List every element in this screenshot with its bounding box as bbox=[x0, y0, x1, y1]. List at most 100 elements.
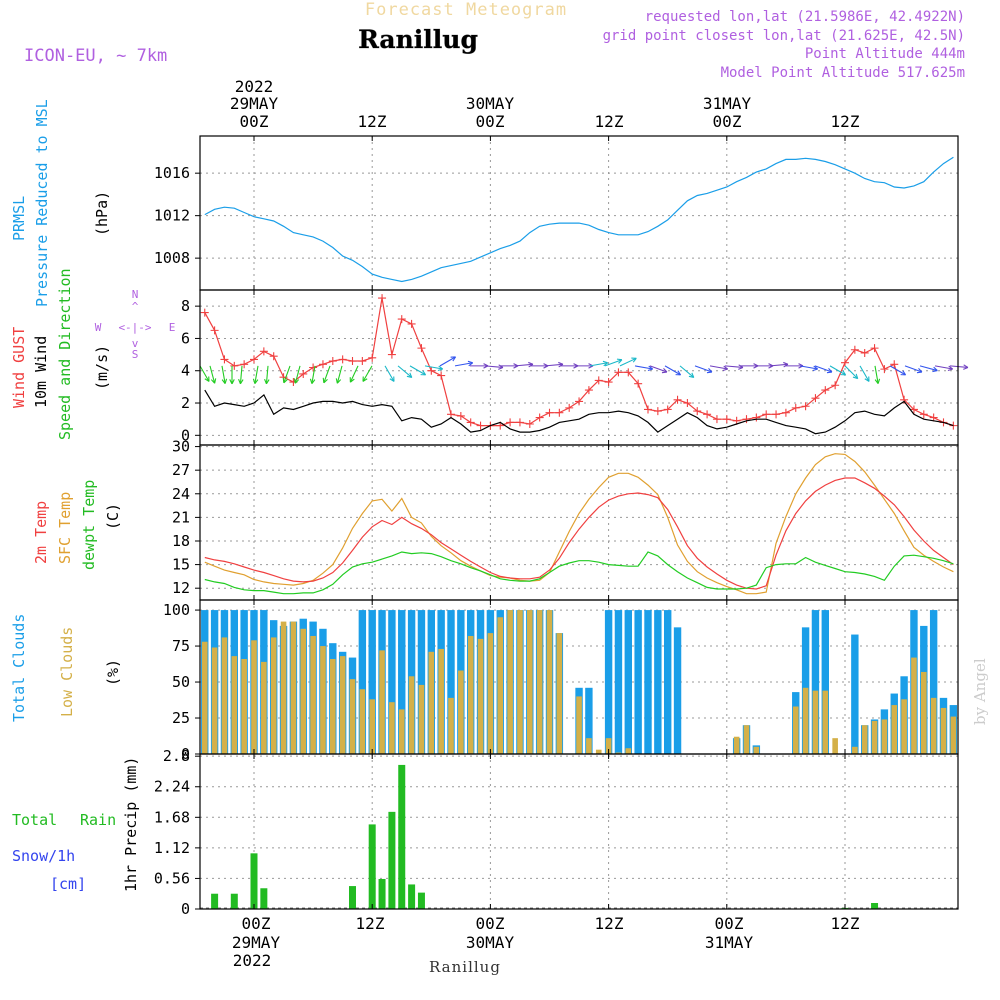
prmsl-desc-label: Pressure Reduced to MSL bbox=[33, 99, 51, 307]
credit: by Angel bbox=[971, 658, 989, 725]
gust-marker bbox=[200, 308, 209, 317]
wind-ytick-label: 8 bbox=[181, 297, 190, 315]
wind-direction-arrow bbox=[889, 365, 907, 376]
low-cloud-bar bbox=[251, 640, 257, 754]
wind-arrow-shaft bbox=[634, 365, 653, 370]
wind-direction-arrow bbox=[335, 365, 343, 384]
sfc-temp-line bbox=[204, 453, 954, 595]
wind-arrow-shaft bbox=[254, 365, 259, 384]
gust-marker bbox=[841, 358, 849, 367]
wind-direction-arrow bbox=[694, 365, 713, 374]
wind-direction-arrow bbox=[229, 365, 235, 385]
wind-arrow-head bbox=[406, 372, 413, 378]
wind-arrow-shaft bbox=[294, 365, 301, 384]
low-cloud-bar bbox=[940, 707, 947, 754]
axes-layer: 1008101210160246812151821242730025507510… bbox=[154, 135, 959, 918]
top-year: 2022 bbox=[235, 77, 274, 96]
wind-arrow-shaft bbox=[844, 365, 859, 380]
wind-direction-arrow bbox=[844, 365, 859, 380]
gust-marker bbox=[624, 368, 633, 377]
total-cloud-bar bbox=[851, 634, 859, 754]
prmsl-ytick-label: 1016 bbox=[154, 164, 190, 182]
top-tick-4: 12Z bbox=[595, 112, 624, 131]
temp-unit-label: (C) bbox=[104, 503, 122, 530]
gust-marker bbox=[575, 397, 584, 406]
wind-arrow-shaft bbox=[439, 356, 456, 367]
gust-marker bbox=[663, 405, 672, 414]
low-cloud-bar bbox=[605, 738, 612, 754]
compass-w: W bbox=[95, 321, 102, 334]
low-cloud-bar bbox=[339, 656, 346, 754]
bottom-date-1: 29MAY bbox=[232, 933, 281, 952]
wind-arrow-head bbox=[322, 377, 328, 384]
wind-direction-arrow bbox=[814, 365, 833, 374]
wind-arrow-head bbox=[900, 370, 907, 376]
temperature-ytick-label: 12 bbox=[172, 579, 190, 597]
wind-direction-arrow bbox=[397, 365, 413, 378]
wind-arrow-shaft bbox=[604, 359, 623, 367]
total-cloud-bar bbox=[811, 610, 820, 754]
gust-marker bbox=[900, 395, 909, 404]
low-cloud-bar bbox=[428, 651, 435, 754]
gust-marker bbox=[880, 365, 889, 374]
wind-arrow-head bbox=[309, 378, 316, 384]
gust-marker bbox=[712, 415, 721, 424]
wind-arrow-shaft bbox=[829, 365, 846, 376]
wind-arrow-shaft bbox=[221, 365, 226, 384]
gust-marker bbox=[791, 403, 800, 412]
wind-arrow-shaft bbox=[919, 365, 938, 372]
wind-arrow-head bbox=[932, 366, 938, 373]
wind-arrow-shaft bbox=[283, 365, 291, 383]
bottom-date-3: 31MAY bbox=[705, 933, 754, 952]
gust-marker bbox=[693, 407, 702, 416]
wind-ytick-label: 0 bbox=[181, 426, 190, 444]
wind-arrow-head bbox=[647, 365, 654, 371]
gust-marker bbox=[437, 371, 446, 380]
gust-marker bbox=[387, 350, 396, 359]
cloud-labels: Total Clouds Low Clouds (%) bbox=[10, 614, 122, 722]
wind-arrow-shaft bbox=[397, 365, 413, 378]
compass-arrow-down: v bbox=[132, 337, 139, 350]
point-altitude: Point Altitude 444m bbox=[805, 46, 965, 62]
gust-marker bbox=[594, 376, 603, 385]
low-cloud-bar bbox=[822, 690, 829, 754]
dewpt-line bbox=[204, 551, 954, 595]
compass-rose: N ^ W <-|-> E v S bbox=[95, 288, 176, 361]
gust-marker bbox=[506, 418, 515, 427]
wind-direction-arrow bbox=[874, 365, 881, 384]
wind-arrow-shaft bbox=[694, 365, 713, 373]
precip-labels: Total Rain Snow/1h [cm] 1hr Precip (mm) bbox=[12, 757, 140, 893]
temperature-ytick-label: 21 bbox=[172, 508, 190, 526]
low-cloud-bar bbox=[379, 650, 385, 754]
wind-direction-arrow bbox=[904, 365, 923, 374]
gust-marker bbox=[584, 386, 593, 395]
forecast-title: Forecast Meteogram bbox=[365, 0, 567, 20]
low-cloud-bar bbox=[832, 738, 838, 754]
low-cloud-bar bbox=[389, 702, 395, 754]
total-cloud-bar bbox=[388, 610, 396, 754]
low-cloud-bar bbox=[625, 748, 632, 754]
gust-marker bbox=[259, 347, 268, 356]
total-cloud-bar bbox=[634, 610, 642, 754]
wind-arrow-shaft bbox=[362, 365, 373, 382]
low-cloud-bar bbox=[911, 657, 917, 754]
wind-arrow-head bbox=[602, 360, 609, 367]
low-cloud-bar bbox=[300, 628, 307, 754]
wind-arrow-head bbox=[840, 370, 847, 376]
temperature-ytick-label: 27 bbox=[172, 461, 190, 479]
wind-direction-arrow bbox=[664, 365, 682, 376]
gust-marker bbox=[368, 353, 377, 362]
total-cloud-bar bbox=[447, 610, 455, 754]
wind-arrow-shaft bbox=[664, 365, 681, 376]
gust-marker bbox=[407, 319, 416, 328]
top-tick-2: 12Z bbox=[358, 112, 387, 131]
total-cloud-bar bbox=[664, 610, 672, 754]
total-cloud-bar bbox=[644, 610, 652, 754]
wind-arrow-head bbox=[963, 364, 969, 370]
wind-arrow-head bbox=[362, 376, 368, 382]
low-cloud-bar bbox=[418, 684, 425, 754]
gust-marker bbox=[722, 415, 731, 424]
gust-marker bbox=[515, 418, 524, 427]
low-cloud-bar bbox=[517, 610, 523, 754]
low-cloud-bar bbox=[733, 736, 740, 754]
